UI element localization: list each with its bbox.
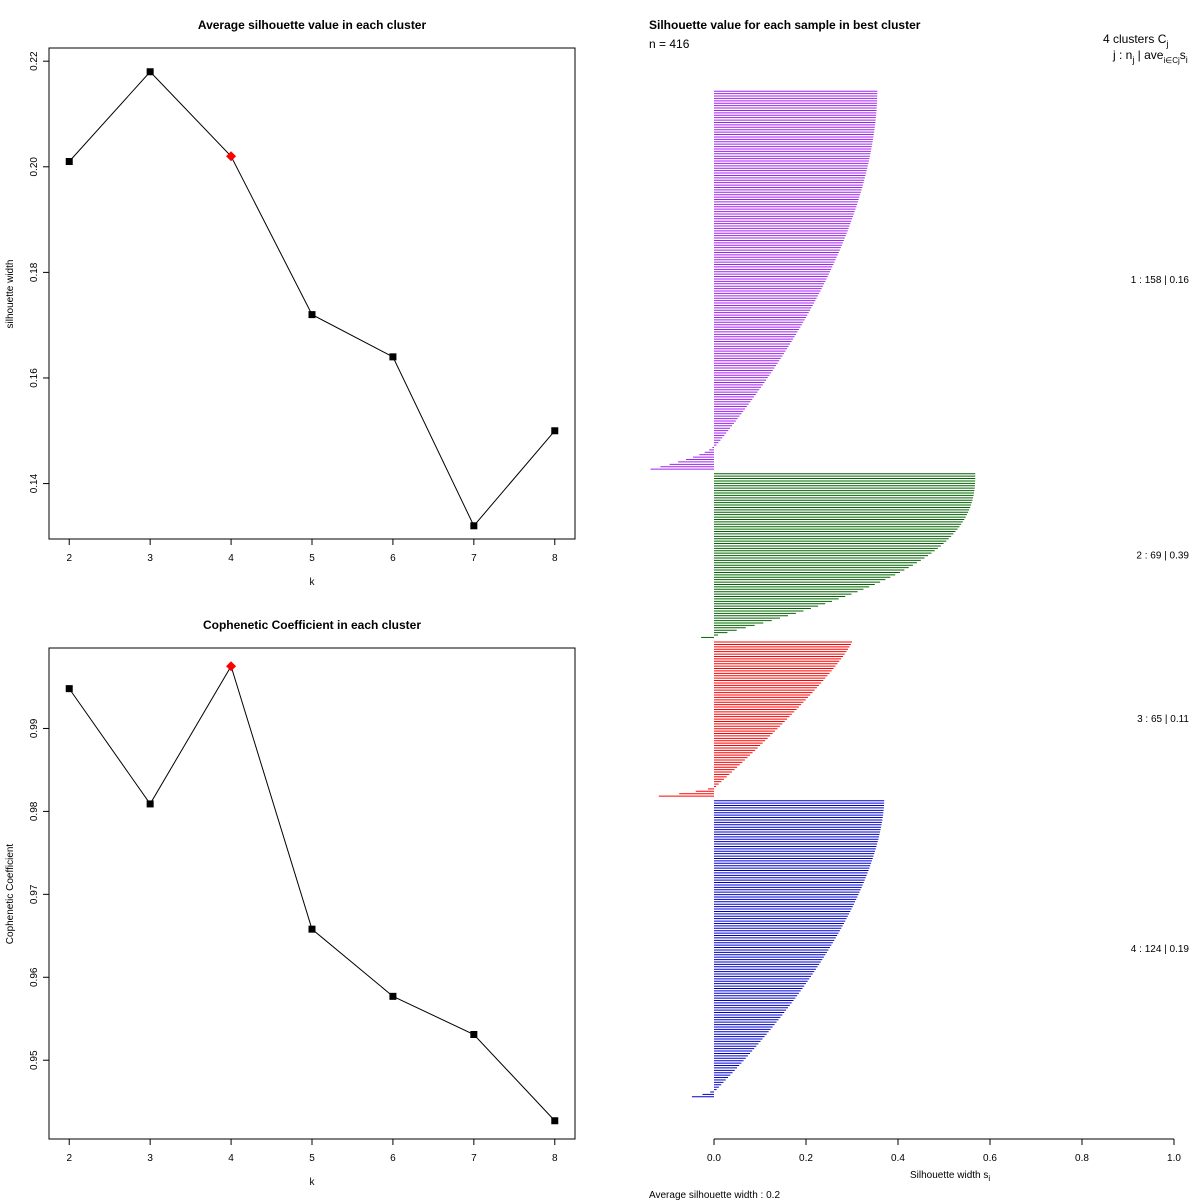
cophenetic-x-tick-label: 6 bbox=[390, 1153, 396, 1164]
legend-cj: C bbox=[1158, 32, 1167, 46]
silhouette-x-label: k bbox=[310, 577, 316, 588]
cluster-legend-label: 2 : 69 | 0.39 bbox=[1136, 551, 1189, 562]
cophenetic-highlight-point bbox=[226, 661, 237, 672]
sample-x-tick-label: 0.4 bbox=[891, 1153, 905, 1164]
silhouette-y-tick-label: 0.22 bbox=[29, 51, 40, 71]
cophenetic-point bbox=[146, 800, 154, 808]
silhouette-point bbox=[551, 427, 559, 435]
sample-x-tick-label: 0.6 bbox=[983, 1153, 997, 1164]
cophenetic-point bbox=[65, 685, 73, 693]
cophenetic-line bbox=[68, 665, 556, 1122]
legend-subheader-mid: | ave bbox=[1134, 48, 1163, 62]
legend-subheader-nj: j bbox=[1131, 55, 1134, 65]
legend-subheader-s: s bbox=[1180, 48, 1186, 62]
silhouette-y-tick-label: 0.18 bbox=[29, 262, 40, 282]
cluster-legend: 1 : 158 | 0.16 2 : 69 | 0.39 3 : 65 | 0.11… bbox=[1131, 275, 1190, 955]
cophenetic-chart: Cophenetic Coefficient in each cluster 2… bbox=[5, 618, 576, 1188]
silhouette-highlight-point bbox=[226, 151, 237, 162]
silhouette-x-axis: 2 3 4 5 6 7 8 bbox=[66, 539, 558, 564]
silhouette-bars bbox=[650, 90, 976, 1098]
cophenetic-y-axis: 0.95 0.96 0.97 0.98 0.99 bbox=[29, 718, 49, 1070]
silhouette-x-tick-label: 4 bbox=[228, 553, 234, 564]
silhouette-y-label: silhouette width bbox=[5, 260, 16, 329]
cophenetic-x-tick-label: 8 bbox=[552, 1153, 558, 1164]
cophenetic-x-label: k bbox=[310, 1177, 316, 1188]
sample-count: n = 416 bbox=[649, 37, 690, 51]
sample-x-label: Silhouette width si bbox=[910, 1170, 990, 1183]
sample-x-tick-label: 1.0 bbox=[1167, 1153, 1181, 1164]
legend-header: 4 clusters Cj bbox=[1103, 32, 1168, 49]
legend-subheader-text: j : n bbox=[1112, 48, 1132, 62]
cophenetic-x-axis: 2 3 4 5 6 7 8 bbox=[66, 1139, 558, 1164]
cophenetic-y-label: Cophenetic Coefficient bbox=[5, 844, 16, 945]
cophenetic-x-tick-label: 5 bbox=[309, 1153, 315, 1164]
cophenetic-y-tick-label: 0.95 bbox=[29, 1050, 40, 1070]
silhouette-x-tick-label: 5 bbox=[309, 553, 315, 564]
silhouette-marks bbox=[65, 68, 559, 530]
cophenetic-point bbox=[551, 1117, 559, 1125]
silhouette-chart-title: Average silhouette value in each cluster bbox=[198, 18, 427, 32]
legend-subheader-si: i bbox=[1186, 55, 1188, 65]
silhouette-x-tick-label: 7 bbox=[471, 553, 477, 564]
silhouette-point bbox=[470, 522, 478, 530]
legend-subheader-icj: i∈Cj bbox=[1163, 56, 1180, 65]
silhouette-y-axis: 0.14 0.16 0.18 0.20 0.22 bbox=[29, 51, 49, 493]
silhouette-y-tick-label: 0.16 bbox=[29, 368, 40, 388]
cluster-legend-label: 3 : 65 | 0.11 bbox=[1137, 714, 1189, 725]
cophenetic-y-tick-label: 0.97 bbox=[29, 884, 40, 904]
cluster-legend-label: 1 : 158 | 0.16 bbox=[1131, 275, 1190, 286]
silhouette-chart: Average silhouette value in each cluster… bbox=[5, 18, 576, 588]
silhouette-point bbox=[389, 353, 397, 361]
cophenetic-point bbox=[470, 1030, 478, 1038]
silhouette-point bbox=[308, 311, 316, 319]
legend-cj-sub: j bbox=[1165, 39, 1168, 49]
sample-chart-title: Silhouette value for each sample in best… bbox=[649, 18, 921, 32]
silhouette-y-tick-label: 0.14 bbox=[29, 473, 40, 493]
cophenetic-chart-title: Cophenetic Coefficient in each cluster bbox=[203, 618, 421, 632]
silhouette-y-tick-label: 0.20 bbox=[29, 157, 40, 177]
silhouette-sample-chart: Silhouette value for each sample in best… bbox=[649, 18, 1189, 1200]
cophenetic-x-tick-label: 7 bbox=[471, 1153, 477, 1164]
cophenetic-plot-frame bbox=[48, 647, 576, 1140]
sample-x-tick-label: 0.8 bbox=[1075, 1153, 1089, 1164]
silhouette-point bbox=[65, 158, 73, 166]
cophenetic-y-tick-label: 0.96 bbox=[29, 967, 40, 987]
cophenetic-x-tick-label: 3 bbox=[147, 1153, 153, 1164]
silhouette-point bbox=[146, 68, 154, 76]
sample-x-tick-label: 0.2 bbox=[799, 1153, 813, 1164]
silhouette-x-tick-label: 3 bbox=[147, 553, 153, 564]
legend-subheader: j : nj | avei∈Cjsi bbox=[1112, 48, 1188, 65]
cophenetic-x-tick-label: 2 bbox=[66, 1153, 72, 1164]
legend-header-text: 4 clusters bbox=[1103, 32, 1154, 46]
silhouette-x-tick-label: 6 bbox=[390, 553, 396, 564]
silhouette-x-tick-label: 8 bbox=[552, 553, 558, 564]
cophenetic-x-tick-label: 4 bbox=[228, 1153, 234, 1164]
silhouette-line bbox=[68, 71, 556, 527]
cophenetic-y-tick-label: 0.98 bbox=[29, 801, 40, 821]
sample-x-label-sub: i bbox=[988, 1174, 990, 1183]
sample-x-axis: 0.0 0.2 0.4 0.6 0.8 1.0 bbox=[707, 1139, 1181, 1164]
silhouette-x-tick-label: 2 bbox=[66, 553, 72, 564]
sample-x-tick-label: 0.0 bbox=[707, 1153, 721, 1164]
cophenetic-marks bbox=[65, 661, 559, 1125]
cluster-legend-label: 4 : 124 | 0.19 bbox=[1131, 944, 1190, 955]
cophenetic-point bbox=[389, 992, 397, 1000]
cophenetic-point bbox=[308, 925, 316, 933]
cophenetic-y-tick-label: 0.99 bbox=[29, 718, 40, 738]
average-width-text: Average silhouette width : 0.2 bbox=[649, 1190, 780, 1200]
silhouette-plot-frame bbox=[48, 47, 576, 540]
sample-x-label-text: Silhouette width bbox=[910, 1170, 981, 1181]
